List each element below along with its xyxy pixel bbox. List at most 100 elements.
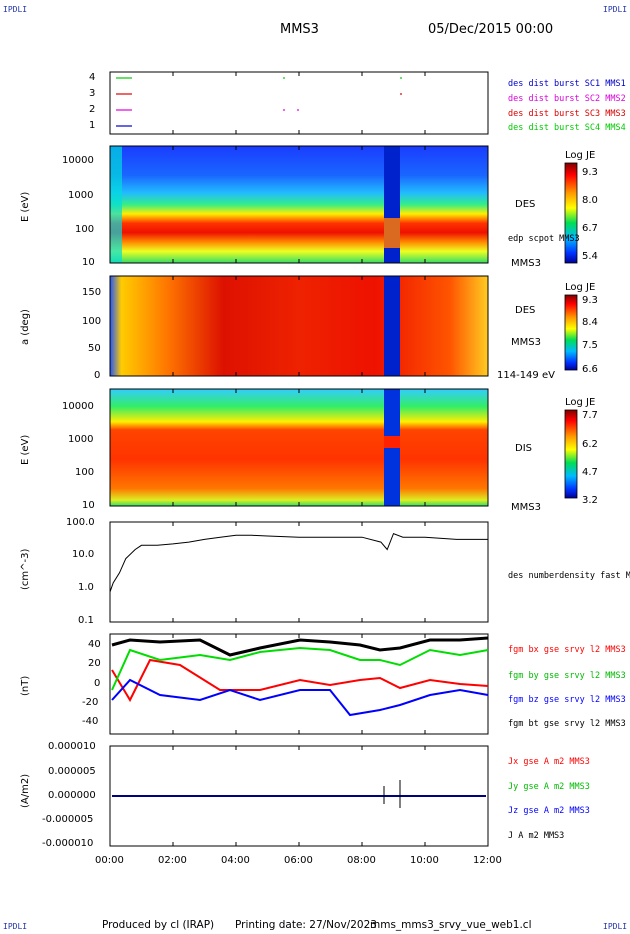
dis-energy-label: DIS [515,443,532,454]
current-legend-jx: Jx gse A m2 MMS3 [508,757,590,767]
dis-energy-sc-label: MMS3 [511,502,541,513]
burst-legend-sc3: des dist burst SC3 MMS3 [508,109,626,119]
burst-panel-frame [109,71,489,135]
des-energy-cbar-tick-4: 5.4 [582,251,598,262]
des-pitch-ytick-0: 0 [94,370,101,381]
bfield-ytick-0: 0 [94,678,101,689]
density-panel-frame [109,521,489,623]
des-pitch-cbar-tick-3: 7.5 [582,340,598,351]
des-energy-ytick-1000: 1000 [68,190,94,201]
bfield-ytick-40: 40 [88,639,101,650]
time-tick-1200: 12:00 [473,855,502,866]
corner-label-bottom-left: IPDLI [3,922,28,931]
current-legend-jz: Jz gse A m2 MMS3 [508,806,590,816]
des-energy-scpot-label: edp scpot MMS3 [508,234,580,244]
time-tick-0800: 08:00 [347,855,376,866]
footer-producer: Produced by cl (IRAP) [102,919,215,931]
current-ytick-5: -0.000010 [42,838,94,849]
density-ytick-100: 100.0 [66,517,95,528]
bfield-ylabel: (nT) [20,675,31,696]
dis-energy-gap-band [384,436,400,448]
des-energy-cbar-tick-1: 9.3 [582,167,598,178]
footer-script: mms_mms3_srvy_vue_web1.cl [370,919,532,931]
des-pitch-ytick-150: 150 [82,287,102,298]
des-pitch-energy-range: 114-149 eV [497,370,555,381]
current-ylabel: (A/m2) [20,773,31,808]
bfield-legend-bx: fgm bx gse srvy l2 MMS3 [508,645,626,655]
spacecraft-title: MMS3 [280,22,319,37]
dis-energy-ytick-100: 100 [75,467,95,478]
current-ytick-1: 0.000010 [48,741,96,752]
des-pitch-colorbar [564,294,578,371]
footer-printing-date: Printing date: 27/Nov/2023 [235,919,377,931]
burst-legend-sc2: des dist burst SC2 MMS2 [508,94,626,104]
des-pitch-cbar-tick-2: 8.4 [582,317,598,328]
des-pitch-cbar-tick-4: 6.6 [582,364,598,375]
dis-energy-ytick-10000: 10000 [62,401,94,412]
time-tick-0200: 02:00 [158,855,187,866]
dis-energy-ytick-10: 10 [82,500,95,511]
des-energy-ytick-100: 100 [75,224,95,235]
des-pitch-ytick-100: 100 [82,316,102,327]
des-energy-ytick-10: 10 [82,257,95,268]
time-tick-0600: 06:00 [284,855,313,866]
density-legend: des numberdensity fast M [508,571,630,581]
dis-energy-spectrogram [110,389,488,506]
des-energy-colorbar-title: Log JE [565,150,596,161]
dis-energy-cbar-tick-2: 6.2 [582,439,598,450]
corner-label-bottom-right: IPDLI [603,922,628,931]
dis-energy-cbar-tick-4: 3.2 [582,495,598,506]
current-ytick-4: -0.000005 [42,814,94,825]
bfield-legend-by: fgm by gse srvy l2 MMS3 [508,671,626,681]
current-ytick-2: 0.000005 [48,766,96,777]
burst-ytick-1: 1 [89,120,96,131]
bfield-legend-bz: fgm bz gse srvy l2 MMS3 [508,695,626,705]
dis-energy-ytick-1000: 1000 [68,434,94,445]
bfield-ytick-m40: -40 [82,716,99,727]
burst-marks [116,77,402,127]
des-energy-sc-label: MMS3 [511,258,541,269]
current-legend-jy: Jy gse A m2 MMS3 [508,782,590,792]
density-ylabel: (cm^-3) [20,548,31,590]
density-ytick-10: 10.0 [72,549,95,560]
des-energy-colorbar [564,162,578,264]
des-energy-ylabel: E (eV) [20,191,31,222]
dis-energy-ylabel: E (eV) [20,434,31,465]
des-pitch-cbar-tick-1: 9.3 [582,295,598,306]
time-tick-0400: 04:00 [221,855,250,866]
dis-energy-colorbar-title: Log JE [565,397,596,408]
burst-ytick-4: 4 [89,72,96,83]
current-ytick-3: 0.000000 [48,790,96,801]
density-ytick-1: 1.0 [78,582,94,593]
time-tick-1000: 10:00 [410,855,439,866]
bfield-ytick-20: 20 [88,658,101,669]
bz-series-line [111,678,489,717]
des-pitch-ytick-50: 50 [88,343,101,354]
bt-series-line [111,636,489,657]
by-series-line [111,646,489,691]
bfield-legend-bt: fgm bt gse srvy l2 MMS3 [508,719,626,729]
dis-energy-colorbar [564,409,578,499]
bfield-series [111,636,489,717]
density-series-line [109,532,488,593]
des-energy-cbar-tick-3: 6.7 [582,223,598,234]
des-energy-label: DES [515,199,536,210]
corner-label-top-right: IPDLI [603,5,628,14]
des-pitch-spectrogram [110,276,488,376]
bx-series-line [111,658,489,703]
des-energy-ytick-10000: 10000 [62,155,94,166]
des-energy-gap-band [384,218,400,248]
density-ytick-01: 0.1 [78,615,94,626]
des-pitch-gap [384,276,400,376]
burst-legend-sc1: des dist burst SC1 MMS1 [508,79,626,89]
burst-legend-sc4: des dist burst SC4 MMS4 [508,123,626,133]
current-legend-j: J A m2 MMS3 [508,831,565,841]
time-tick-0000: 00:00 [95,855,124,866]
des-pitch-colorbar-title: Log JE [565,282,596,293]
des-energy-spectrogram [110,146,488,263]
des-pitch-sc-label: MMS3 [511,337,541,348]
des-pitch-label: DES [515,305,536,316]
dis-energy-cbar-tick-1: 7.7 [582,410,598,421]
current-series [112,780,486,808]
